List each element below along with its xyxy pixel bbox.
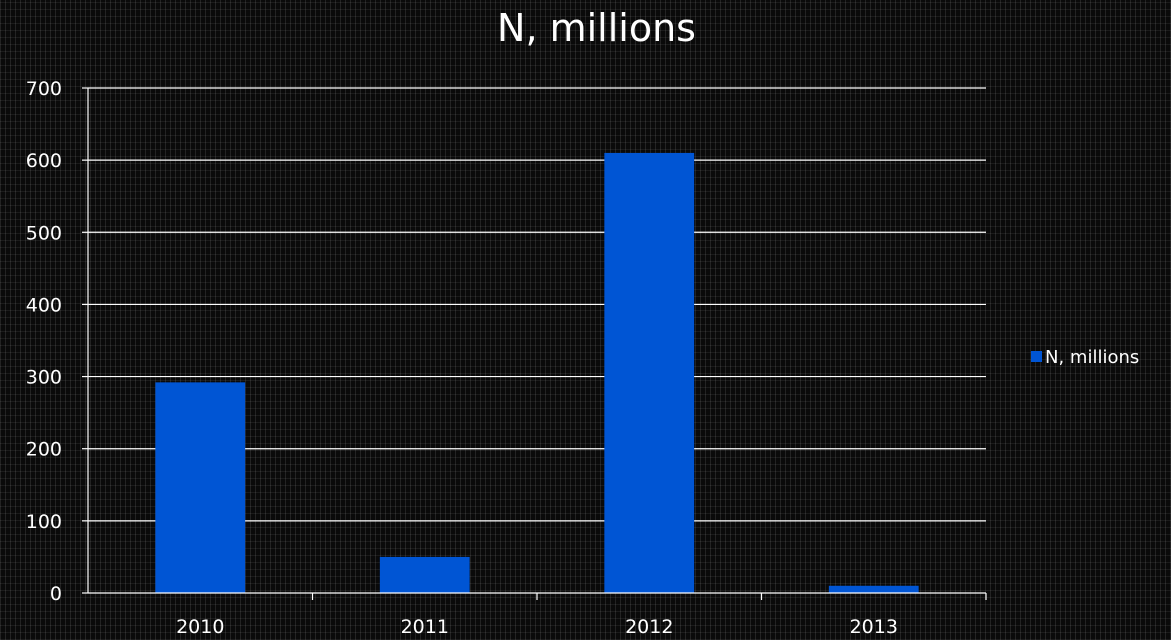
bar-2010 — [155, 382, 246, 593]
y-tick-label: 500 — [26, 222, 62, 244]
y-tick-label: 0 — [50, 583, 62, 605]
chart-title: N, millions — [497, 6, 696, 50]
x-tick-label: 2010 — [176, 616, 224, 638]
y-axis-ticks: 0 100 200 300 400 500 600 700 — [26, 78, 88, 605]
x-axis-ticks: 2010 2011 2012 2013 — [176, 593, 987, 638]
y-tick-label: 300 — [26, 367, 62, 389]
y-tick-label: 600 — [26, 150, 62, 172]
legend: N, millions — [1031, 347, 1139, 368]
x-tick-label: 2013 — [850, 616, 898, 638]
y-tick-label: 400 — [26, 294, 62, 316]
bars — [155, 152, 919, 593]
legend-swatch — [1031, 351, 1042, 362]
y-tick-label: 200 — [26, 439, 62, 461]
y-tick-label: 700 — [26, 78, 62, 100]
bar-2013 — [828, 585, 919, 593]
x-tick-label: 2011 — [401, 616, 449, 638]
x-tick-label: 2012 — [625, 616, 673, 638]
legend-label: N, millions — [1045, 347, 1139, 368]
bar-2011 — [379, 556, 470, 593]
bar-2012 — [604, 152, 695, 593]
y-tick-label: 100 — [26, 511, 62, 533]
